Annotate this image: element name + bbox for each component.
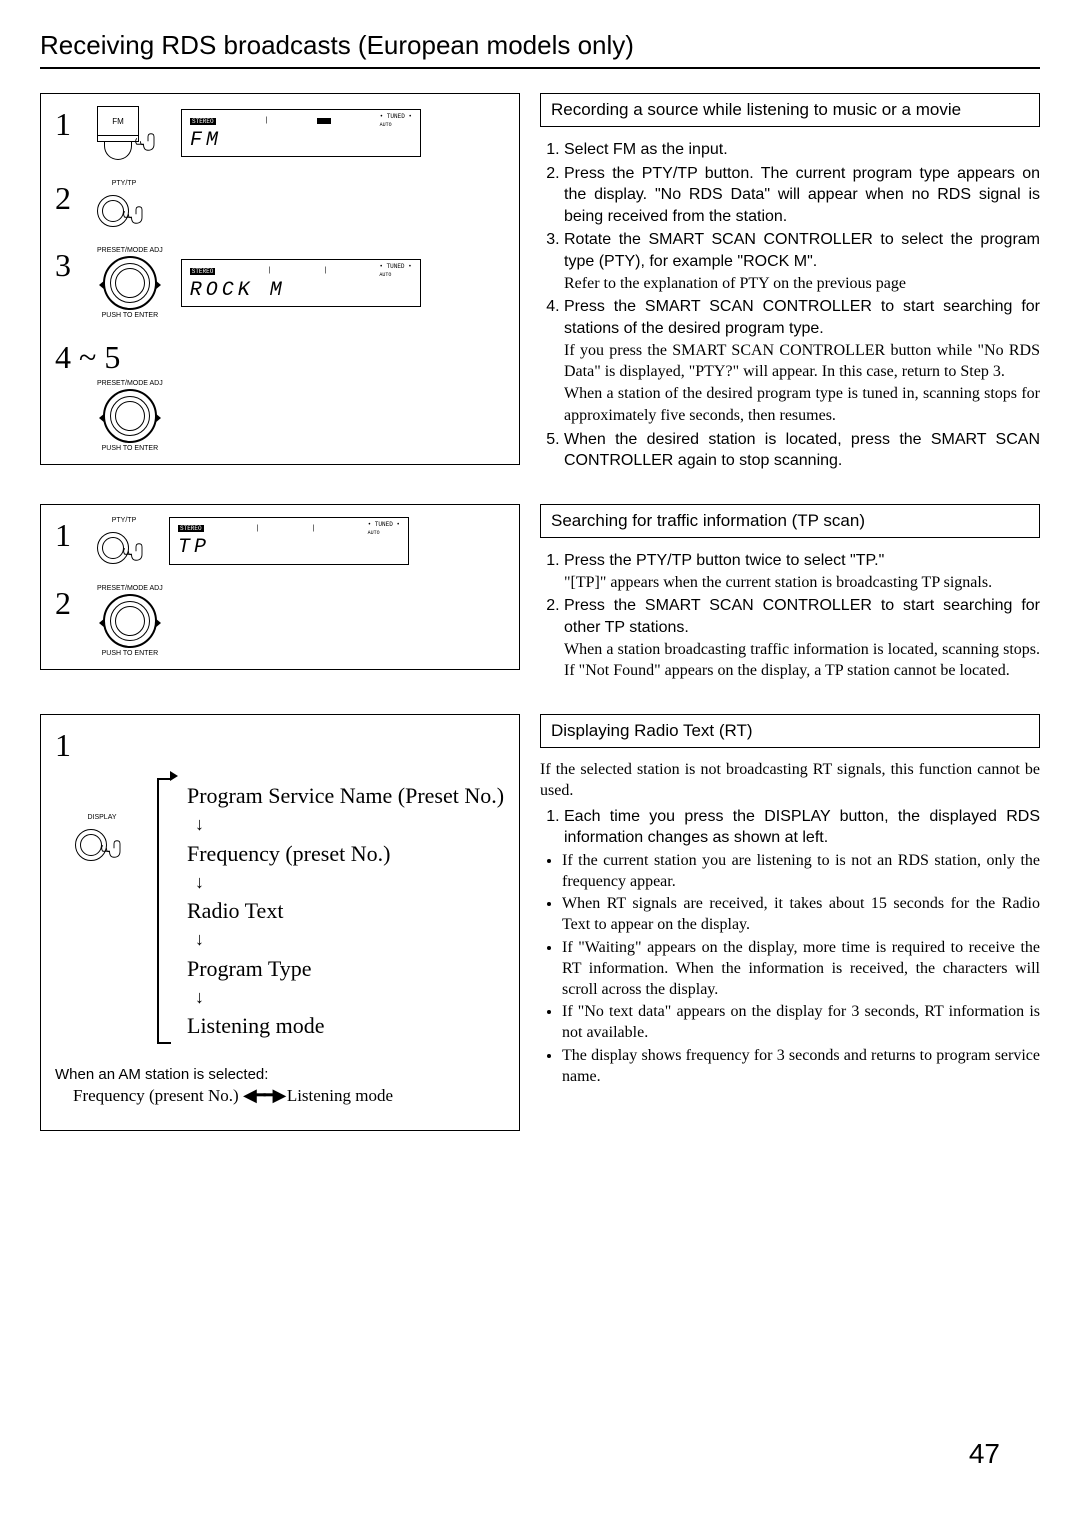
- figure-box-3: 1 DISPLAY Program Service Name (Preset N…: [40, 714, 520, 1131]
- instruction-item: Select FM as the input.: [564, 139, 1040, 161]
- lcd-tuned: • TUNED •: [380, 113, 412, 120]
- cycle-item: Frequency (preset No.): [187, 836, 504, 871]
- section-2: 1 PTY/TP STEREO | | •: [40, 504, 1040, 684]
- instruction-list: Each time you press the DISPLAY button, …: [540, 806, 1040, 849]
- step-number: 2: [55, 585, 97, 622]
- bullet-list: If the current station you are listening…: [540, 851, 1040, 1088]
- lcd-stereo-badge: STEREO: [190, 118, 216, 125]
- am-note-body: Frequency (present No.) ◀━━▶ Listening m…: [55, 1085, 505, 1106]
- step-number: 1: [55, 727, 97, 764]
- instruction-item: Press the SMART SCAN CONTROLLER to start…: [564, 296, 1040, 426]
- bullet-item: If the current station you are listening…: [562, 851, 1040, 893]
- section-heading: Displaying Radio Text (RT): [540, 714, 1040, 748]
- smart-scan-knob: PRESET/MODE ADJ PUSH TO ENTER: [97, 585, 163, 657]
- section-3: 1 DISPLAY Program Service Name (Preset N…: [40, 714, 1040, 1131]
- cycle-item: Program Type: [187, 951, 504, 986]
- display-button: DISPLAY: [75, 814, 129, 861]
- intro-note: If the selected station is not broadcast…: [540, 760, 1040, 802]
- cycle-item: Listening mode: [187, 1008, 504, 1043]
- smart-scan-knob: PRESET/MODE ADJ PUSH TO ENTER: [97, 247, 163, 319]
- cycle-item: Radio Text: [187, 893, 504, 928]
- instruction-item: Each time you press the DISPLAY button, …: [564, 806, 1040, 849]
- instruction-item: Press the SMART SCAN CONTROLLER to start…: [564, 595, 1040, 682]
- lcd-display: STEREO | | • TUNED •AUTO TP: [169, 517, 409, 565]
- lcd-main-text: TP: [178, 536, 400, 560]
- step-number: 4 ~ 5: [55, 339, 145, 376]
- cycle-item: Program Service Name (Preset No.): [187, 778, 504, 813]
- pty-tp-button: PTY/TP: [97, 180, 151, 227]
- instruction-item: Press the PTY/TP button twice to select …: [564, 550, 1040, 593]
- section-1: 1 FM STEREO |: [40, 93, 1040, 474]
- step-number: 2: [55, 180, 97, 217]
- lcd-display: STEREO | | • TUNED •AUTO ROCK M: [181, 259, 421, 307]
- figure-box-1: 1 FM STEREO |: [40, 93, 520, 465]
- page-number: 47: [969, 1438, 1000, 1470]
- lcd-main-text: FM: [190, 128, 412, 152]
- lcd-display: STEREO | • TUNED •AUTO FM: [181, 109, 421, 157]
- pty-tp-button: PTY/TP: [97, 517, 151, 564]
- bullet-item: The display shows frequency for 3 second…: [562, 1046, 1040, 1088]
- am-note-title: When an AM station is selected:: [55, 1066, 505, 1083]
- figure-box-2: 1 PTY/TP STEREO | | •: [40, 504, 520, 670]
- lcd-main-text: ROCK M: [190, 278, 412, 302]
- instruction-list: Select FM as the input. Press the PTY/TP…: [540, 139, 1040, 472]
- smart-scan-knob: PRESET/MODE ADJ PUSH TO ENTER: [97, 380, 163, 452]
- lcd-stereo-badge: STEREO: [190, 268, 216, 275]
- section-heading: Searching for traffic information (TP sc…: [540, 504, 1040, 538]
- section-heading: Recording a source while listening to mu…: [540, 93, 1040, 127]
- display-cycle: Program Service Name (Preset No.) ↓ Freq…: [157, 774, 504, 1048]
- step-number: 1: [55, 106, 97, 143]
- instruction-list: Press the PTY/TP button twice to select …: [540, 550, 1040, 682]
- instruction-item: Rotate the SMART SCAN CONTROLLER to sele…: [564, 229, 1040, 294]
- page-title: Receiving RDS broadcasts (European model…: [40, 30, 1040, 69]
- bullet-item: If "Waiting" appears on the display, mor…: [562, 938, 1040, 1000]
- finger-icon: [133, 130, 163, 154]
- step-number: 1: [55, 517, 97, 554]
- bullet-item: When RT signals are received, it takes a…: [562, 894, 1040, 936]
- instruction-item: When the desired station is located, pre…: [564, 429, 1040, 472]
- instruction-item: Press the PTY/TP button. The current pro…: [564, 163, 1040, 228]
- bullet-item: If "No text data" appears on the display…: [562, 1002, 1040, 1044]
- step-number: 3: [55, 247, 97, 284]
